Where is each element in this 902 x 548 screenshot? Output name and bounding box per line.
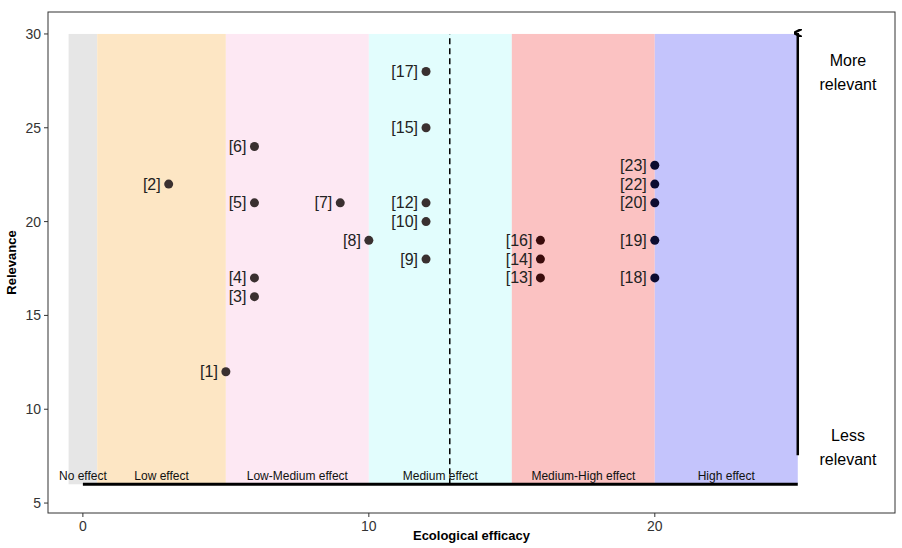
data-point [422, 217, 431, 226]
y-tick [44, 127, 48, 128]
y-tick [44, 315, 48, 316]
x-tick [654, 513, 655, 517]
x-tick-label: 20 [647, 518, 663, 534]
data-point [336, 198, 345, 207]
data-point [250, 142, 259, 151]
point-label: [19] [620, 232, 647, 249]
data-point [250, 273, 259, 282]
y-tick [44, 33, 48, 34]
point-label: [4] [229, 269, 247, 286]
effect-band [97, 34, 226, 484]
y-tick-label: 30 [25, 26, 41, 42]
point-label: [6] [229, 138, 247, 155]
data-point [536, 273, 545, 282]
band-label: No effect [59, 469, 107, 483]
data-point [650, 161, 659, 170]
background [0, 0, 902, 548]
y-axis-title: Relevance [4, 230, 19, 294]
y-tick-label: 5 [33, 495, 41, 511]
data-point [650, 236, 659, 245]
y-tick [44, 503, 48, 504]
point-label: [7] [314, 194, 332, 211]
y-tick [44, 409, 48, 410]
band-label: Low effect [134, 469, 189, 483]
plot-area [69, 33, 798, 484]
annotation: Lessrelevant [820, 427, 877, 468]
y-tick-label: 20 [25, 214, 41, 230]
data-point [422, 67, 431, 76]
data-point [536, 236, 545, 245]
data-point [650, 273, 659, 282]
relevance-arrow [797, 33, 800, 455]
band-label: Medium effect [403, 469, 479, 483]
effect-band [69, 34, 98, 484]
plot-frame [48, 12, 895, 513]
x-axis-title: Ecological efficacy [413, 528, 531, 543]
data-point [536, 255, 545, 264]
effect-band [369, 34, 512, 484]
data-point [650, 180, 659, 189]
point-label: [17] [391, 63, 418, 80]
annotation: Morerelevant [820, 52, 877, 93]
point-label: [23] [620, 157, 647, 174]
point-label: [1] [200, 363, 218, 380]
band-label: Low-Medium effect [247, 469, 349, 483]
chart: [1][2][3][4][5][6][7][8][9][10][12][13][… [0, 0, 902, 548]
band-label: Medium-High effect [531, 469, 635, 483]
effect-band [512, 34, 655, 484]
point-label: [12] [391, 194, 418, 211]
effect-band [226, 34, 369, 484]
point-label: [2] [143, 176, 161, 193]
data-point [422, 255, 431, 264]
x-tick-label: 0 [79, 518, 87, 534]
point-label: [13] [506, 269, 533, 286]
point-label: [9] [400, 251, 418, 268]
point-label: [22] [620, 176, 647, 193]
point-label: [10] [391, 213, 418, 230]
point-label: [18] [620, 269, 647, 286]
labels: [1][2][3][4][5][6][7][8][9][10][12][13][… [59, 52, 877, 483]
data-point [250, 198, 259, 207]
x-tick-label: 10 [361, 518, 377, 534]
point-label: [14] [506, 251, 533, 268]
x-tick [82, 513, 83, 517]
data-point [221, 367, 230, 376]
point-label: [20] [620, 194, 647, 211]
y-tick-label: 10 [25, 401, 41, 417]
y-tick-label: 25 [25, 120, 41, 136]
effect-band [655, 34, 798, 484]
point-label: [8] [343, 232, 361, 249]
point-label: [15] [391, 119, 418, 136]
threshold-line [449, 34, 451, 484]
data-point [164, 180, 173, 189]
y-tick [44, 221, 48, 222]
data-point [364, 236, 373, 245]
point-label: [5] [229, 194, 247, 211]
data-point [422, 198, 431, 207]
y-tick-label: 15 [25, 307, 41, 323]
point-label: [3] [229, 288, 247, 305]
data-point [250, 292, 259, 301]
band-label: High effect [698, 469, 756, 483]
x-tick [368, 513, 369, 517]
data-point [650, 198, 659, 207]
point-label: [16] [506, 232, 533, 249]
data-point [422, 123, 431, 132]
